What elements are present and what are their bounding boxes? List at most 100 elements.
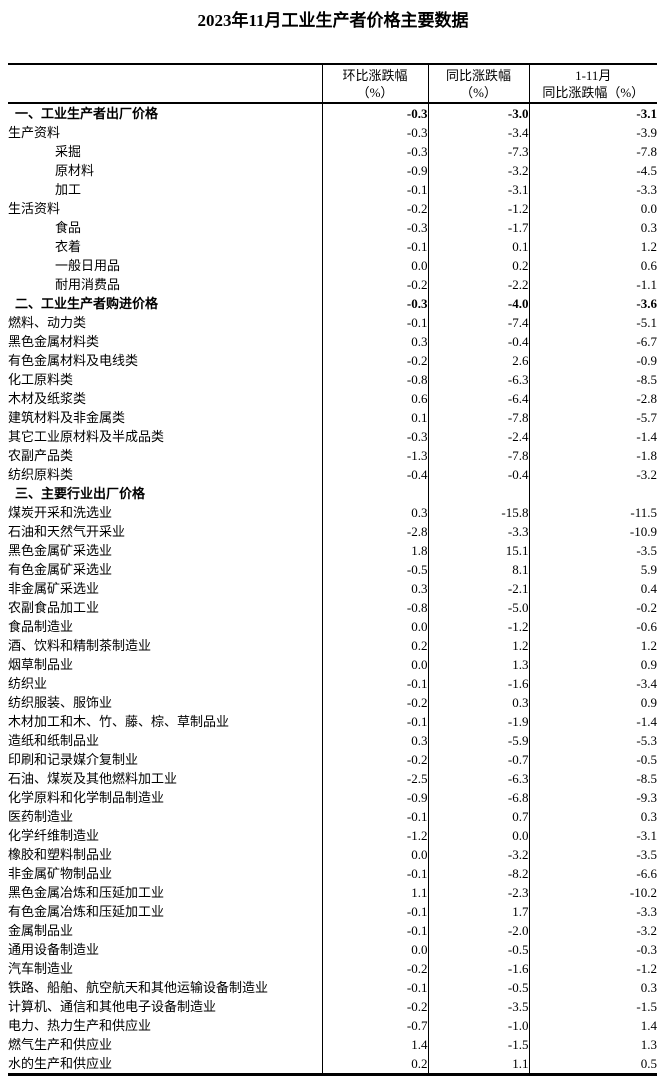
header-mom-column: 环比涨跌幅 （%） <box>321 64 428 104</box>
header-yoy-column: 同比涨跌幅 （%） <box>427 64 529 104</box>
row-label: 有色金属冶炼和压延加工业 <box>8 904 165 919</box>
value-mom: 0.3 <box>321 503 428 522</box>
value-ytd: 0.3 <box>528 218 657 237</box>
table-row: 食品制造业 0.0 -1.2 -0.6 <box>8 617 657 636</box>
table-row: 其它工业原材料及半成品类 -0.3 -2.4 -1.4 <box>8 427 657 446</box>
value-yoy: -0.5 <box>427 978 529 997</box>
table-row: 加工 -0.1 -3.1 -3.3 <box>8 180 657 199</box>
table-row: 生活资料 -0.2 -1.2 0.0 <box>8 199 657 218</box>
value-yoy: -1.5 <box>427 1035 529 1054</box>
table-row: 通用设备制造业 0.0 -0.5 -0.3 <box>8 940 657 959</box>
row-label: 衣着 <box>55 239 82 254</box>
value-mom: -0.2 <box>321 750 428 769</box>
row-label: 计算机、通信和其他电子设备制造业 <box>8 999 217 1014</box>
table-row: 燃料、动力类 -0.1 -7.4 -5.1 <box>8 313 657 332</box>
value-mom: 0.2 <box>321 1054 428 1075</box>
value-mom: -1.2 <box>321 826 428 845</box>
value-yoy: 0.7 <box>427 807 529 826</box>
table-row: 有色金属冶炼和压延加工业 -0.1 1.7 -3.3 <box>8 902 657 921</box>
value-mom: -0.3 <box>321 294 428 313</box>
row-label: 印刷和记录媒介复制业 <box>8 752 139 767</box>
row-label: 燃气生产和供应业 <box>8 1037 113 1052</box>
header-yoy-line2: （%） <box>460 84 497 100</box>
value-ytd: -3.3 <box>528 180 657 199</box>
value-yoy: -15.8 <box>427 503 529 522</box>
table-row: 电力、热力生产和供应业 -0.7 -1.0 1.4 <box>8 1016 657 1035</box>
row-label: 纺织业 <box>8 676 48 691</box>
value-yoy: -3.4 <box>427 123 529 142</box>
value-ytd: -1.4 <box>528 712 657 731</box>
value-mom: 0.2 <box>321 636 428 655</box>
value-yoy <box>427 484 529 503</box>
value-yoy: -0.5 <box>427 940 529 959</box>
table-row: 木材及纸浆类 0.6 -6.4 -2.8 <box>8 389 657 408</box>
value-ytd: -3.6 <box>528 294 657 313</box>
value-yoy: -3.5 <box>427 997 529 1016</box>
header-mom-line1: 环比涨跌幅 <box>342 67 408 83</box>
table-row: 医药制造业 -0.1 0.7 0.3 <box>8 807 657 826</box>
table-row: 印刷和记录媒介复制业 -0.2 -0.7 -0.5 <box>8 750 657 769</box>
value-yoy: 0.1 <box>427 237 529 256</box>
value-ytd: -4.5 <box>528 161 657 180</box>
value-mom: -0.1 <box>321 807 428 826</box>
row-label: 非金属矿采选业 <box>8 581 100 596</box>
row-label: 食品 <box>55 220 82 235</box>
value-yoy: 0.0 <box>427 826 529 845</box>
value-ytd: 0.6 <box>528 256 657 275</box>
value-ytd: -10.2 <box>528 883 657 902</box>
table-row: 铁路、船舶、航空航天和其他运输设备制造业 -0.1 -0.5 0.3 <box>8 978 657 997</box>
row-label: 二、工业生产者购进价格 <box>15 296 159 311</box>
value-yoy: 0.2 <box>427 256 529 275</box>
row-label: 生活资料 <box>8 201 61 216</box>
value-ytd: 1.3 <box>528 1035 657 1054</box>
row-label: 铁路、船舶、航空航天和其他运输设备制造业 <box>8 980 269 995</box>
value-mom: -0.1 <box>321 712 428 731</box>
value-yoy: -2.4 <box>427 427 529 446</box>
value-mom: 0.3 <box>321 731 428 750</box>
value-ytd: -5.7 <box>528 408 657 427</box>
table-row: 纺织服装、服饰业 -0.2 0.3 0.9 <box>8 693 657 712</box>
value-mom: -0.3 <box>321 427 428 446</box>
value-ytd <box>528 484 657 503</box>
row-label: 化学原料和化学制品制造业 <box>8 790 165 805</box>
value-yoy: -6.3 <box>427 370 529 389</box>
row-label: 通用设备制造业 <box>8 942 100 957</box>
table-row: 橡胶和塑料制品业 0.0 -3.2 -3.5 <box>8 845 657 864</box>
value-ytd: 0.9 <box>528 693 657 712</box>
value-yoy: -2.0 <box>427 921 529 940</box>
header-row: 环比涨跌幅 （%） 同比涨跌幅 （%） 1-11月 同比涨跌幅（%） <box>8 64 657 104</box>
table-row: 化学原料和化学制品制造业 -0.9 -6.8 -9.3 <box>8 788 657 807</box>
value-ytd: -7.8 <box>528 142 657 161</box>
value-yoy: -7.8 <box>427 446 529 465</box>
value-mom: -0.8 <box>321 370 428 389</box>
value-mom: -0.1 <box>321 313 428 332</box>
value-yoy: -6.4 <box>427 389 529 408</box>
table-row: 化工原料类 -0.8 -6.3 -8.5 <box>8 370 657 389</box>
header-yoy-line1: 同比涨跌幅 <box>445 67 511 83</box>
value-yoy: 1.7 <box>427 902 529 921</box>
table-row: 汽车制造业 -0.2 -1.6 -1.2 <box>8 959 657 978</box>
value-ytd: -2.8 <box>528 389 657 408</box>
row-label: 原材料 <box>55 163 95 178</box>
table-row: 农副产品类 -1.3 -7.8 -1.8 <box>8 446 657 465</box>
value-yoy: -1.0 <box>427 1016 529 1035</box>
value-mom: -0.3 <box>321 218 428 237</box>
value-yoy: -1.9 <box>427 712 529 731</box>
row-label: 采掘 <box>55 144 82 159</box>
row-label: 纺织服装、服饰业 <box>8 695 113 710</box>
value-ytd: -0.5 <box>528 750 657 769</box>
value-mom: -0.9 <box>321 788 428 807</box>
value-yoy: -1.6 <box>427 674 529 693</box>
header-ytd-line1: 1-11月 <box>575 67 612 83</box>
value-yoy: -1.7 <box>427 218 529 237</box>
value-mom: 0.0 <box>321 845 428 864</box>
value-mom: 0.3 <box>321 332 428 351</box>
value-ytd: -8.5 <box>528 769 657 788</box>
row-label: 非金属矿物制品业 <box>8 866 113 881</box>
header-label-column <box>8 64 322 104</box>
table-row: 纺织原料类 -0.4 -0.4 -3.2 <box>8 465 657 484</box>
value-ytd: -9.3 <box>528 788 657 807</box>
value-mom: 0.6 <box>321 389 428 408</box>
value-ytd: -11.5 <box>528 503 657 522</box>
value-yoy: 0.3 <box>427 693 529 712</box>
